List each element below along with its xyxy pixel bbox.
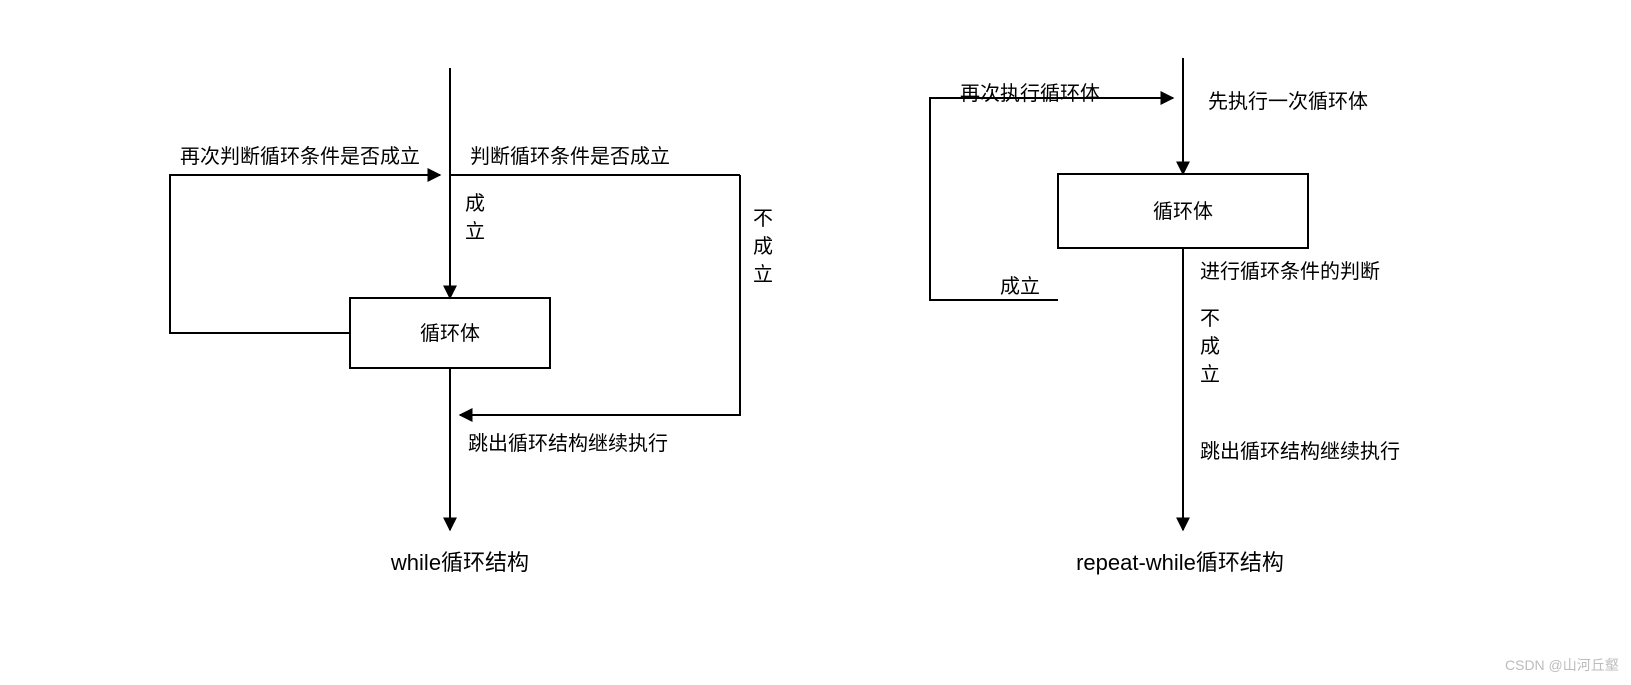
while-label-false2: 成 (753, 235, 773, 258)
while-label-true1: 成 (465, 192, 485, 215)
while-caption: while循环结构 (390, 550, 529, 575)
while-label-false1: 不 (753, 208, 773, 230)
while-label-recheck: 再次判断循环条件是否成立 (180, 145, 420, 168)
while-edge-rejoin (460, 175, 740, 415)
repeat-label-again: 再次执行循环体 (960, 82, 1100, 105)
repeat-label-check: 进行循环条件的判断 (1200, 260, 1380, 283)
repeat-label-true: 成立 (1000, 275, 1040, 298)
while-body-label: 循环体 (420, 322, 480, 345)
while-label-jump: 跳出循环结构继续执行 (468, 432, 668, 455)
repeat-caption: repeat-while循环结构 (1076, 550, 1284, 575)
repeat-body-label: 循环体 (1153, 200, 1213, 223)
repeat-label-first: 先执行一次循环体 (1208, 90, 1368, 113)
while-label-true2: 立 (465, 220, 485, 243)
repeat-label-false3: 立 (1200, 363, 1220, 386)
repeat-label-false1: 不 (1200, 308, 1220, 330)
repeat-label-false2: 成 (1200, 335, 1220, 358)
while-label-check: 判断循环条件是否成立 (470, 145, 670, 168)
while-label-false3: 立 (753, 263, 773, 286)
repeat-label-jump: 跳出循环结构继续执行 (1200, 440, 1400, 463)
watermark: CSDN @山河丘壑 (1505, 657, 1619, 673)
